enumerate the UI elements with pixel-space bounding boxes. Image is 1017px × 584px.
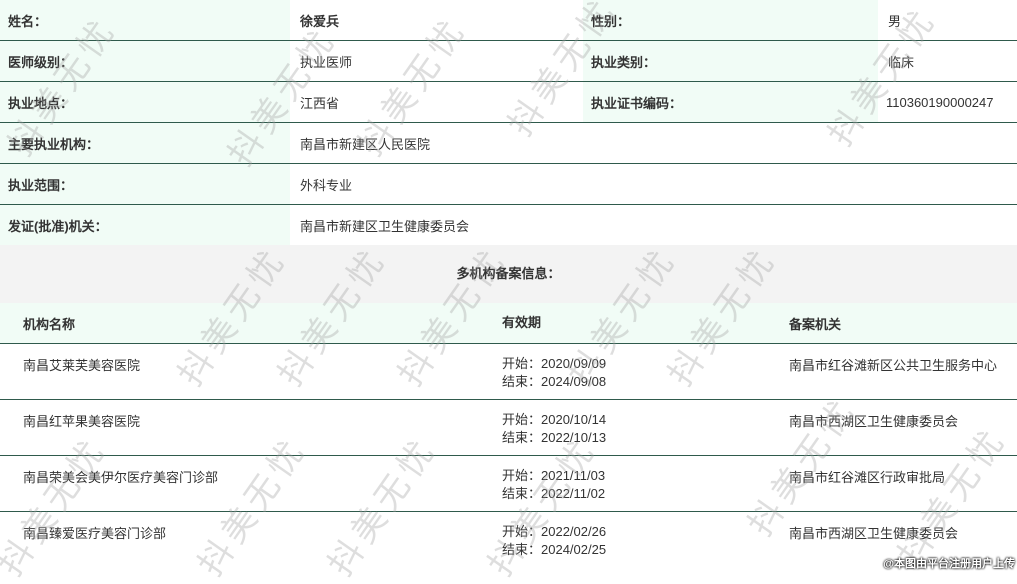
cert-value: 110360190000247 <box>878 82 1017 122</box>
info-row-name: 姓名： 徐爱兵 性别： 男 <box>0 0 1017 41</box>
header-institution: 机构名称 <box>23 316 76 332</box>
scope-label: 执业范围： <box>0 164 290 204</box>
filing-authority: 南昌市红谷滩新区公共卫生服务中心 <box>789 358 998 373</box>
info-row-level: 医师级别： 执业医师 执业类别： 临床 <box>0 41 1017 82</box>
institution-name: 南昌荣美会美伊尔医疗美容门诊部 <box>23 470 219 485</box>
validity-end: 结束：2024/09/08 <box>502 374 607 389</box>
doctor-info-table: 姓名： 徐爱兵 性别： 男 医师级别： 执业医师 执业类别： 临床 执业地点： … <box>0 0 1017 246</box>
table-row: 南昌荣美会美伊尔医疗美容门诊部 开始：2021/11/03 结束：2022/11/… <box>0 456 1017 512</box>
scope-value: 外科专业 <box>290 164 1017 204</box>
table-row: 南昌艾莱芙美容医院 开始：2020/09/09 结束：2024/09/08 南昌市… <box>0 344 1017 400</box>
upload-credit: @本图由平台注册用户上传 <box>883 558 1015 570</box>
name-label: 姓名： <box>0 0 290 40</box>
multi-institution-title: 多机构备案信息： <box>0 245 1017 303</box>
table-row: 南昌红苹果美容医院 开始：2020/10/14 结束：2022/10/13 南昌市… <box>0 400 1017 456</box>
info-row-org: 主要执业机构： 南昌市新建区人民医院 <box>0 123 1017 164</box>
issuer-value: 南昌市新建区卫生健康委员会 <box>290 205 1017 245</box>
validity-start: 开始：2022/02/26 <box>502 524 607 539</box>
institution-name: 南昌臻爱医疗美容门诊部 <box>23 526 167 541</box>
level-label: 医师级别： <box>0 41 290 81</box>
table-row: 南昌臻爱医疗美容门诊部 开始：2022/02/26 结束：2024/02/25 南… <box>0 512 1017 568</box>
gender-label: 性别： <box>583 0 878 40</box>
validity: 开始：2022/02/26 结束：2024/02/25 <box>500 523 789 568</box>
institution-name: 南昌艾莱芙美容医院 <box>23 358 141 373</box>
category-value: 临床 <box>878 41 1017 81</box>
header-authority: 备案机关 <box>789 316 842 332</box>
validity: 开始：2020/10/14 结束：2022/10/13 <box>500 411 789 455</box>
filing-authority: 南昌市西湖区卫生健康委员会 <box>789 414 959 429</box>
validity-end: 结束：2024/02/25 <box>502 542 607 557</box>
info-row-issuer: 发证(批准)机关： 南昌市新建区卫生健康委员会 <box>0 205 1017 246</box>
validity-end: 结束：2022/11/02 <box>502 486 606 501</box>
level-value: 执业医师 <box>290 41 583 81</box>
filing-table: 机构名称 有效期 备案机关 南昌艾莱芙美容医院 开始：2020/09/09 结束：… <box>0 303 1017 568</box>
category-label: 执业类别： <box>583 41 878 81</box>
org-value: 南昌市新建区人民医院 <box>290 123 1017 163</box>
filing-authority: 南昌市红谷滩区行政审批局 <box>789 470 946 485</box>
issuer-label: 发证(批准)机关： <box>0 205 290 245</box>
gender-value: 男 <box>878 0 1017 40</box>
header-validity: 有效期 <box>502 315 542 330</box>
location-value: 江西省 <box>290 82 583 122</box>
validity-start: 开始：2020/09/09 <box>502 356 607 371</box>
validity-start: 开始：2021/11/03 <box>502 468 606 483</box>
validity: 开始：2020/09/09 结束：2024/09/08 <box>500 355 789 399</box>
filing-table-header: 机构名称 有效期 备案机关 <box>0 303 1017 344</box>
location-label: 执业地点： <box>0 82 290 122</box>
cert-label: 执业证书编码： <box>583 82 878 122</box>
validity: 开始：2021/11/03 结束：2022/11/02 <box>500 467 789 511</box>
info-row-scope: 执业范围： 外科专业 <box>0 164 1017 205</box>
org-label: 主要执业机构： <box>0 123 290 163</box>
validity-start: 开始：2020/10/14 <box>502 412 607 427</box>
institution-name: 南昌红苹果美容医院 <box>23 414 141 429</box>
validity-end: 结束：2022/10/13 <box>502 430 607 445</box>
filing-authority: 南昌市西湖区卫生健康委员会 <box>789 526 959 541</box>
info-row-location: 执业地点： 江西省 执业证书编码： 110360190000247 <box>0 82 1017 123</box>
name-value: 徐爱兵 <box>290 0 583 40</box>
